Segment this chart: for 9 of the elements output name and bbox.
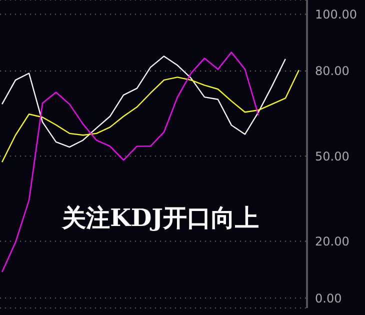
y-tick-label: 20.00 xyxy=(315,234,350,249)
line-series xyxy=(1,56,286,148)
line-series xyxy=(1,52,260,273)
y-tick-label: 50.00 xyxy=(315,149,350,164)
annotation: 关注KDJ开口向上 xyxy=(62,202,260,234)
y-tick-label: 100.00 xyxy=(315,7,357,22)
line-series xyxy=(1,70,300,163)
y-tick-label: 80.00 xyxy=(315,64,350,78)
y-tick-label: 0.00 xyxy=(315,291,342,306)
